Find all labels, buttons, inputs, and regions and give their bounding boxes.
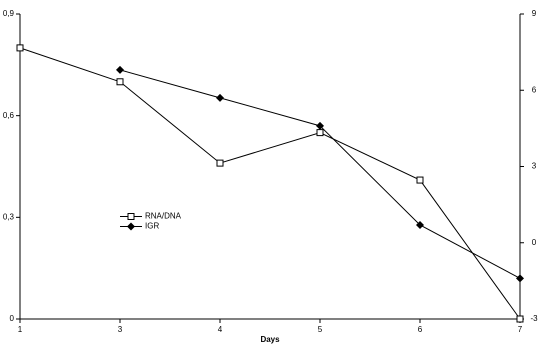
x-tick-label: 5 [318, 325, 323, 334]
series-line [119, 69, 521, 279]
point [216, 93, 224, 102]
x-tick-label: 3 [118, 325, 123, 334]
y-tick-label: 0 [10, 314, 15, 323]
point [516, 274, 524, 283]
point [316, 129, 324, 137]
y-tick-label: 0,3 [3, 212, 15, 221]
x-tick-label: 4 [218, 325, 223, 334]
point [416, 176, 424, 184]
legend-marker [127, 213, 135, 220]
point [416, 220, 424, 229]
y-tick-label: 0,9 [3, 9, 15, 18]
point [16, 44, 24, 52]
y2-tick-label: 3 [532, 162, 537, 171]
point [116, 65, 124, 74]
y2-tick-label: 0 [532, 238, 537, 247]
legend-label: RNA/DNA [145, 212, 182, 221]
series-line [19, 47, 521, 320]
legend-label: IGR [145, 222, 159, 231]
x-tick-label: 7 [518, 325, 523, 334]
y-tick-label: 0,6 [3, 111, 15, 120]
y2-tick-label: 9 [532, 9, 537, 18]
point [116, 78, 124, 86]
y2-tick-label: 6 [532, 85, 537, 94]
x-tick-label: 1 [18, 325, 23, 334]
legend-marker [127, 222, 135, 231]
point [216, 159, 224, 167]
x-tick-label: 6 [418, 325, 423, 334]
y2-tick-label: -3 [530, 314, 538, 323]
point [316, 121, 324, 130]
x-axis-label: Days [260, 335, 280, 344]
point [516, 315, 524, 323]
